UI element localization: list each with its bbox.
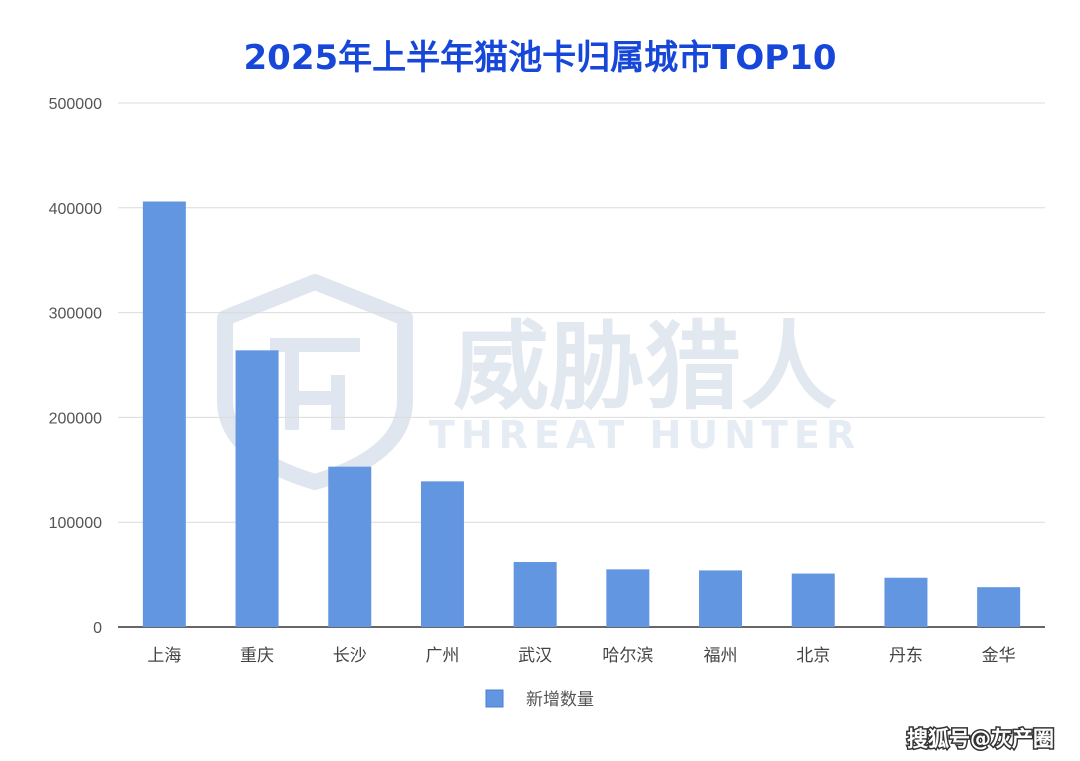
y-tick-label: 100000: [49, 515, 102, 532]
y-tick-label: 0: [93, 620, 102, 637]
bar-哈尔滨: [606, 569, 650, 627]
x-axis-labels: 上海 重庆 长沙 广州 武汉 哈尔滨 福州 北京 丹东 金华: [147, 646, 1015, 666]
bar-丹东: [884, 577, 928, 627]
watermark-sub-text: THREAT HUNTER: [429, 413, 861, 457]
bar-北京: [791, 573, 835, 627]
bars-layer: [142, 201, 1021, 627]
x-tick-label: 金华: [982, 646, 1016, 666]
bar-福州: [699, 570, 743, 627]
y-tick-label: 500000: [49, 96, 102, 113]
source-credit: 搜狐号@灰产圈: [907, 727, 1054, 751]
x-tick-label: 北京: [796, 646, 830, 666]
watermark: 威胁猎人 THREAT HUNTER: [217, 274, 861, 490]
shield-th-logo-icon: [217, 274, 413, 490]
legend-label: 新增数量: [526, 690, 594, 710]
legend: 新增数量: [485, 689, 594, 710]
x-tick-label: 哈尔滨: [602, 646, 653, 666]
bar-长沙: [328, 466, 372, 627]
y-tick-label: 300000: [49, 306, 102, 323]
bar-上海: [142, 201, 186, 627]
x-tick-label: 武汉: [518, 646, 552, 666]
bar-金华: [977, 587, 1021, 627]
chart-title: 2025年上半年猫池卡归属城市TOP10: [244, 38, 837, 78]
watermark-main-text: 威胁猎人: [453, 311, 837, 423]
bar-广州: [420, 481, 464, 627]
x-tick-label: 丹东: [889, 646, 923, 666]
y-tick-label: 200000: [49, 410, 102, 427]
x-tick-label: 重庆: [240, 646, 274, 666]
x-tick-label: 长沙: [333, 646, 367, 666]
bar-武汉: [513, 562, 557, 627]
x-tick-label: 福州: [704, 646, 738, 666]
y-tick-label: 400000: [49, 201, 102, 218]
x-tick-label: 广州: [425, 646, 459, 666]
x-tick-label: 上海: [147, 646, 181, 666]
grid-layer: 0 100000 200000 300000 400000 500000: [49, 96, 1045, 637]
legend-swatch: [485, 689, 504, 708]
bar-重庆: [235, 350, 279, 627]
